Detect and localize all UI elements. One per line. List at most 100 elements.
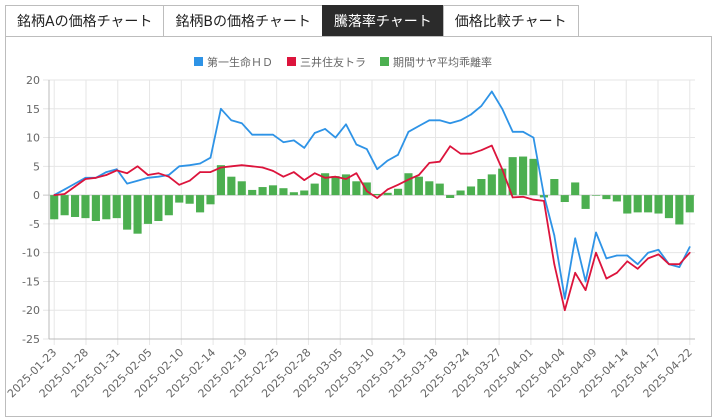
deviation-bar: [404, 173, 413, 196]
tab-stock-a-price-chart[interactable]: 銘柄Aの価格チャート: [5, 5, 165, 37]
deviation-bar: [352, 181, 361, 196]
deviation-bar: [425, 181, 434, 196]
deviation-bar: [362, 182, 371, 196]
series-point-1: [365, 148, 368, 150]
series-line-2: [54, 144, 691, 312]
series-point-2: [574, 272, 576, 274]
series-point-2: [84, 178, 87, 180]
series-point-1: [345, 123, 347, 126]
deviation-bar: [248, 189, 257, 196]
legend-label: 第一生命ＨＤ: [207, 55, 273, 69]
series-point-2: [365, 190, 368, 192]
series-point-2: [626, 260, 629, 263]
series-point-2: [595, 251, 597, 254]
deviation-bar: [602, 195, 611, 200]
series-point-1: [105, 171, 108, 173]
series-point-2: [470, 152, 472, 155]
deviation-bar: [300, 190, 309, 196]
deviation-bar: [644, 195, 653, 213]
legend-swatch: [380, 57, 389, 66]
deviation-bar: [571, 182, 580, 196]
y-tick-label: -20: [22, 304, 40, 317]
series-point-2: [272, 170, 274, 172]
legend-label: 三井住友トラ: [300, 55, 366, 69]
deviation-bar: [216, 165, 225, 196]
series-point-1: [428, 119, 431, 122]
series-point-2: [543, 200, 545, 202]
series-point-1: [272, 133, 274, 136]
series-point-2: [313, 172, 316, 175]
series-point-1: [220, 107, 222, 110]
series-point-1: [626, 254, 629, 257]
series-point-1: [595, 231, 597, 234]
deviation-bar: [102, 195, 111, 220]
series-point-2: [178, 183, 181, 186]
y-tick-label: -5: [29, 218, 40, 231]
y-tick-label: -10: [22, 247, 40, 260]
series-point-1: [532, 136, 535, 139]
deviation-bar: [623, 195, 632, 214]
series-point-2: [376, 197, 379, 199]
series-point-2: [407, 178, 410, 181]
tab-stock-b-price-chart[interactable]: 銘柄Bの価格チャート: [163, 5, 323, 37]
series-point-2: [386, 188, 389, 191]
deviation-bar: [91, 195, 100, 222]
series-point-2: [605, 277, 608, 280]
series-point-1: [282, 141, 285, 143]
series-point-2: [511, 196, 514, 199]
series-point-2: [553, 263, 556, 265]
series-point-1: [438, 119, 441, 122]
y-tick-label: 15: [26, 103, 40, 116]
series-point-2: [261, 166, 264, 169]
series-point-2: [303, 179, 306, 181]
deviation-bar: [310, 183, 319, 196]
series-point-2: [584, 289, 587, 291]
series-point-2: [74, 185, 76, 188]
series-point-1: [616, 254, 618, 257]
series-point-1: [574, 237, 576, 240]
series-point-2: [345, 178, 347, 180]
series-point-1: [303, 147, 306, 149]
legend-item: 三井住友トラ: [287, 55, 366, 69]
tab-change-rate-chart[interactable]: 騰落率チャート: [321, 5, 444, 37]
deviation-bar: [435, 183, 444, 196]
series-point-1: [147, 177, 149, 179]
series-point-2: [168, 175, 170, 178]
deviation-bar: [279, 188, 288, 196]
y-tick-label: 10: [26, 132, 40, 145]
series-point-2: [657, 253, 660, 256]
deviation-bar: [164, 195, 173, 216]
series-point-2: [668, 263, 670, 265]
deviation-bar: [123, 195, 132, 230]
deviation-bar: [143, 195, 153, 224]
series-point-2: [532, 198, 535, 201]
series-point-1: [522, 131, 524, 133]
deviation-bar: [393, 188, 403, 196]
deviation-bar: [289, 192, 298, 196]
series-point-1: [480, 105, 483, 107]
legend-label: 期間サヤ平均乖離率: [393, 55, 492, 69]
deviation-bar: [591, 195, 601, 196]
deviation-bar: [446, 195, 455, 198]
series-point-1: [324, 128, 326, 130]
deviation-bar: [560, 195, 569, 203]
change-rate-chart: -25-20-15-10-5051015202025-01-232025-01-…: [6, 55, 695, 400]
series-point-2: [251, 165, 253, 168]
series-point-2: [636, 267, 639, 270]
deviation-bar: [154, 195, 163, 222]
series-point-2: [240, 164, 243, 166]
deviation-bar: [196, 195, 205, 213]
series-point-2: [334, 175, 337, 178]
series-point-2: [95, 177, 97, 179]
series-point-2: [53, 194, 56, 196]
series-point-1: [136, 179, 139, 182]
deviation-bar: [373, 193, 382, 196]
deviation-bar: [206, 195, 215, 205]
tab-price-comparison-chart[interactable]: 価格比較チャート: [442, 5, 579, 37]
series-point-1: [470, 113, 472, 116]
deviation-bar: [508, 157, 517, 196]
deviation-bar: [466, 186, 476, 196]
deviation-bar: [60, 195, 69, 216]
series-point-1: [355, 143, 358, 146]
series-point-1: [584, 280, 587, 283]
